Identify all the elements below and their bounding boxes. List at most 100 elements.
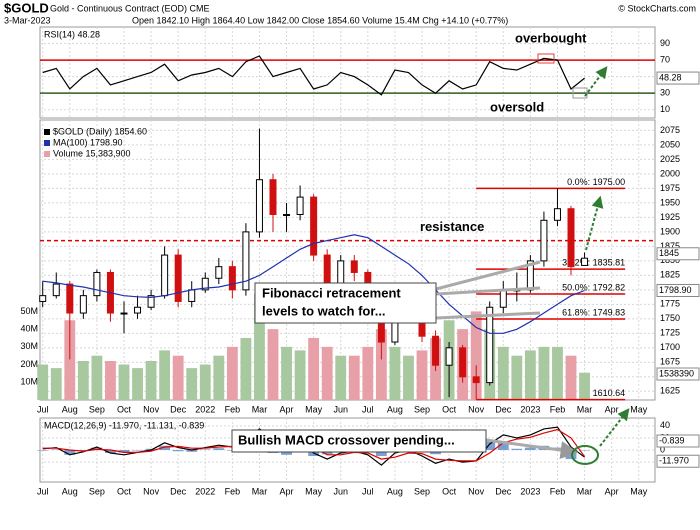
histogram-bar bbox=[50, 449, 62, 450]
volume-bar bbox=[254, 293, 265, 400]
y-tick-label: 1625 bbox=[660, 386, 680, 396]
candle-body bbox=[472, 376, 480, 384]
candle-body bbox=[255, 179, 263, 233]
candle-body bbox=[310, 196, 318, 256]
x-tick-label: Dec bbox=[170, 486, 187, 496]
y-tick-label: 90 bbox=[660, 38, 670, 48]
x-tick-label: Mar bbox=[252, 486, 268, 496]
volume-bar bbox=[213, 355, 225, 400]
volume-bar bbox=[240, 337, 252, 400]
x-tick-label: Feb bbox=[225, 404, 241, 414]
oversold-box bbox=[572, 87, 588, 99]
x-tick-label: 2023 bbox=[520, 486, 540, 496]
value-tag-label: 48.28 bbox=[659, 72, 682, 82]
x-tick-label: Sep bbox=[414, 404, 430, 414]
y2-tick-label: 40M bbox=[20, 323, 38, 333]
panel-frame bbox=[39, 119, 656, 401]
overbought-box bbox=[537, 53, 555, 64]
fib-label: 38.2%: 1835.81 bbox=[562, 257, 625, 267]
x-tick-label: Jul bbox=[37, 486, 49, 496]
histogram-bar bbox=[524, 447, 536, 450]
value-tag bbox=[656, 71, 700, 85]
candle-body bbox=[120, 312, 128, 315]
candle-body bbox=[161, 254, 169, 297]
x-tick-label: Apr bbox=[280, 486, 294, 496]
x-tick-label: Jun bbox=[333, 486, 348, 496]
panel-title: RSI(14) 48.28 bbox=[44, 29, 100, 39]
y-tick-label: 1775 bbox=[660, 299, 680, 309]
y-tick-label: 2050 bbox=[660, 139, 680, 149]
volume-bar bbox=[470, 311, 482, 400]
candle-body bbox=[93, 271, 101, 297]
y-tick-label: 1700 bbox=[660, 342, 680, 352]
y-tick-label: 1825 bbox=[660, 270, 680, 280]
histogram-bar bbox=[484, 440, 496, 450]
y-tick-label: 1875 bbox=[660, 241, 680, 251]
volume-bar bbox=[37, 364, 49, 400]
level-label: oversold bbox=[490, 99, 544, 114]
legend-label: $GOLD (Daily) 1854.60 bbox=[53, 126, 147, 136]
y-tick-label: 1725 bbox=[660, 328, 680, 338]
x-tick-label: Sep bbox=[89, 404, 105, 414]
x-tick-label: Mar bbox=[577, 486, 593, 496]
x-tick-label: Feb bbox=[225, 486, 241, 496]
x-tick-label: Dec bbox=[495, 404, 512, 414]
volume-bar bbox=[375, 329, 387, 400]
y-tick-label: 1950 bbox=[660, 197, 680, 207]
x-tick-label: Apr bbox=[280, 404, 294, 414]
volume-bar bbox=[348, 355, 360, 400]
y2-tick-label: 10M bbox=[20, 377, 38, 387]
arrow bbox=[599, 408, 630, 447]
x-tick-label: Nov bbox=[143, 404, 160, 414]
x-tick-label: Feb bbox=[550, 486, 566, 496]
value-tag-label: 1798.90 bbox=[659, 285, 692, 295]
volume-bar bbox=[159, 350, 171, 400]
value-tag bbox=[656, 247, 700, 261]
candle-body bbox=[323, 254, 331, 285]
volume-bar bbox=[579, 372, 590, 400]
volume-bar bbox=[497, 346, 509, 400]
candle-body bbox=[337, 260, 345, 285]
volume-bar bbox=[172, 355, 184, 400]
histogram-bar bbox=[186, 450, 198, 452]
candle-body bbox=[242, 231, 250, 291]
candle-body bbox=[486, 306, 494, 384]
x-tick-label: Oct bbox=[442, 404, 457, 414]
pointer bbox=[435, 260, 541, 291]
volume-bar bbox=[294, 350, 306, 400]
histogram-bar bbox=[213, 448, 225, 450]
x-tick-label: Mar bbox=[577, 404, 593, 414]
candle-body bbox=[432, 335, 440, 366]
legend-label: Volume 15,383,900 bbox=[53, 148, 131, 158]
volume-bar bbox=[64, 320, 76, 400]
pointer bbox=[435, 286, 541, 296]
ma-line bbox=[42, 234, 585, 334]
candle-body bbox=[499, 289, 507, 308]
value-tag-label: 1538390 bbox=[659, 368, 694, 378]
volume-bar bbox=[362, 346, 374, 400]
histogram-bar bbox=[172, 450, 184, 452]
histogram-bar bbox=[118, 450, 130, 453]
x-tick-label: Nov bbox=[468, 404, 485, 414]
quote: Open 1842.10 High 1864.40 Low 1842.00 Cl… bbox=[132, 15, 508, 25]
volume-bar bbox=[132, 368, 143, 400]
x-tick-label: Sep bbox=[414, 486, 430, 496]
description: Gold - Continuous Contract (EOD) CME bbox=[50, 3, 210, 13]
candle-body bbox=[445, 347, 453, 366]
y-tick-label: 1975 bbox=[660, 183, 680, 193]
x-tick-label: Oct bbox=[117, 404, 132, 414]
y-tick-label: 40 bbox=[660, 420, 670, 430]
volume-bar bbox=[511, 355, 523, 400]
histogram-bar bbox=[375, 450, 387, 457]
resistance-label: resistance bbox=[420, 219, 484, 234]
volume-bar bbox=[335, 355, 347, 400]
fib-note-box bbox=[254, 282, 437, 324]
x-tick-label: Sep bbox=[89, 486, 105, 496]
y-tick-label: 2000 bbox=[660, 168, 680, 178]
y-tick-label: 1925 bbox=[660, 212, 680, 222]
volume-bar bbox=[186, 368, 198, 400]
x-tick-label: May bbox=[630, 486, 648, 496]
volume-bar bbox=[226, 346, 238, 400]
candle-body bbox=[540, 219, 548, 262]
x-tick-label: Jul bbox=[362, 404, 374, 414]
